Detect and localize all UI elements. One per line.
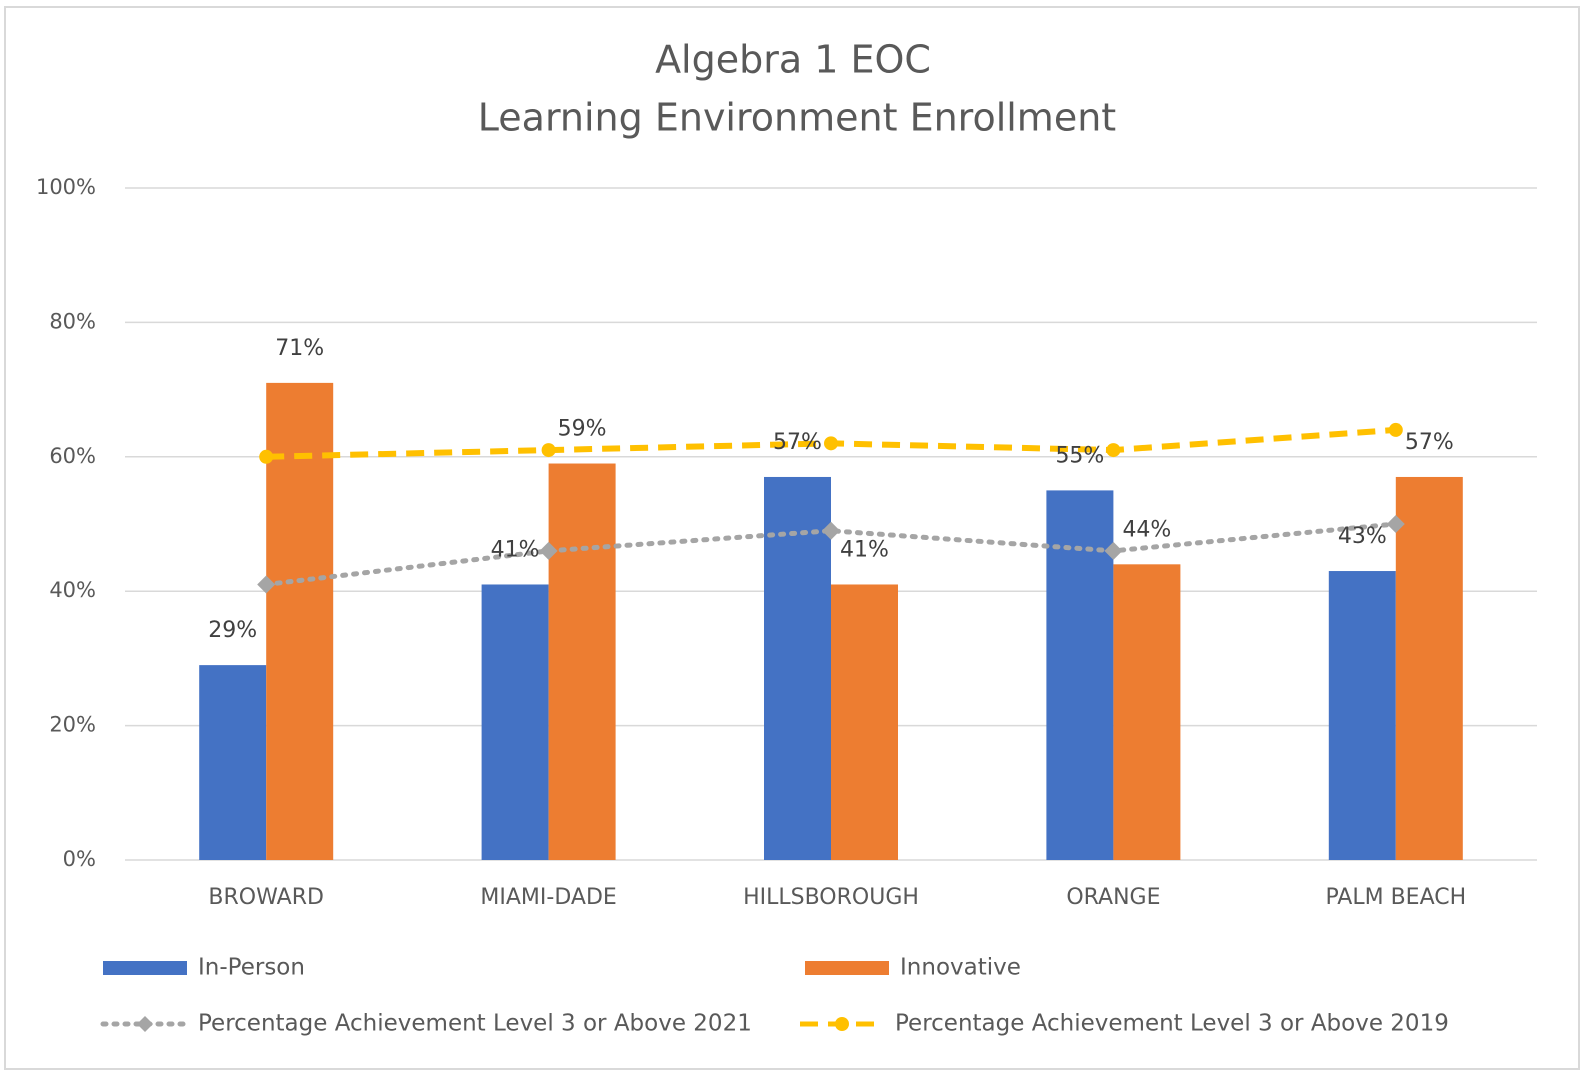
line bbox=[263, 521, 1399, 587]
y-tick-label: 40% bbox=[49, 578, 96, 602]
line-marker bbox=[539, 541, 558, 560]
bar bbox=[1395, 476, 1463, 860]
bar bbox=[1328, 571, 1396, 860]
bar bbox=[199, 665, 267, 860]
chart-title: Algebra 1 EOC bbox=[655, 38, 931, 82]
line-marker bbox=[1106, 443, 1121, 458]
chart-subtitle: Learning Environment Enrollment bbox=[478, 96, 1116, 140]
x-tick-label: BROWARD bbox=[208, 885, 324, 910]
line-marker bbox=[1388, 422, 1403, 437]
bar bbox=[266, 382, 334, 860]
legend-marker bbox=[835, 1017, 849, 1031]
data-label: 55% bbox=[1055, 443, 1104, 468]
bar bbox=[764, 476, 831, 860]
line-marker bbox=[541, 443, 556, 458]
x-tick-label: MIAMI-DADE bbox=[480, 885, 616, 910]
data-label: 43% bbox=[1338, 524, 1387, 549]
data-label: 41% bbox=[491, 537, 540, 562]
line-marker bbox=[822, 521, 840, 540]
x-tick-label: ORANGE bbox=[1066, 885, 1160, 910]
bar bbox=[481, 584, 549, 860]
line-marker bbox=[824, 436, 838, 451]
data-label: 41% bbox=[840, 537, 889, 562]
data-label: 44% bbox=[1122, 517, 1171, 542]
x-tick-label: PALM BEACH bbox=[1325, 885, 1466, 910]
data-label: 57% bbox=[773, 430, 822, 455]
legend-label: In-Person bbox=[198, 955, 305, 981]
line-marker bbox=[257, 575, 276, 594]
y-tick-label: 0% bbox=[63, 847, 96, 871]
y-tick-label: 80% bbox=[49, 309, 96, 333]
y-tick-label: 60% bbox=[49, 444, 96, 468]
bar bbox=[548, 463, 616, 860]
y-tick-label: 20% bbox=[49, 713, 96, 737]
line-marker bbox=[1386, 515, 1405, 533]
legend-label: Innovative bbox=[900, 955, 1021, 981]
line-marker bbox=[259, 449, 274, 464]
y-tick-label: 100% bbox=[36, 175, 96, 199]
data-label: 71% bbox=[275, 336, 324, 361]
legend-label: Percentage Achievement Level 3 or Above … bbox=[198, 1011, 752, 1037]
legend-swatch bbox=[805, 961, 889, 975]
legend-swatch bbox=[103, 961, 187, 975]
legend-marker bbox=[137, 1016, 153, 1032]
data-label: 57% bbox=[1405, 430, 1454, 455]
legend-label: Percentage Achievement Level 3 or Above … bbox=[895, 1011, 1449, 1037]
bar bbox=[831, 584, 898, 860]
line-marker bbox=[1104, 541, 1123, 560]
data-label: 59% bbox=[558, 417, 607, 442]
data-label: 29% bbox=[208, 618, 257, 643]
bar bbox=[1113, 564, 1181, 860]
x-tick-label: HILLSBOROUGH bbox=[743, 885, 919, 910]
